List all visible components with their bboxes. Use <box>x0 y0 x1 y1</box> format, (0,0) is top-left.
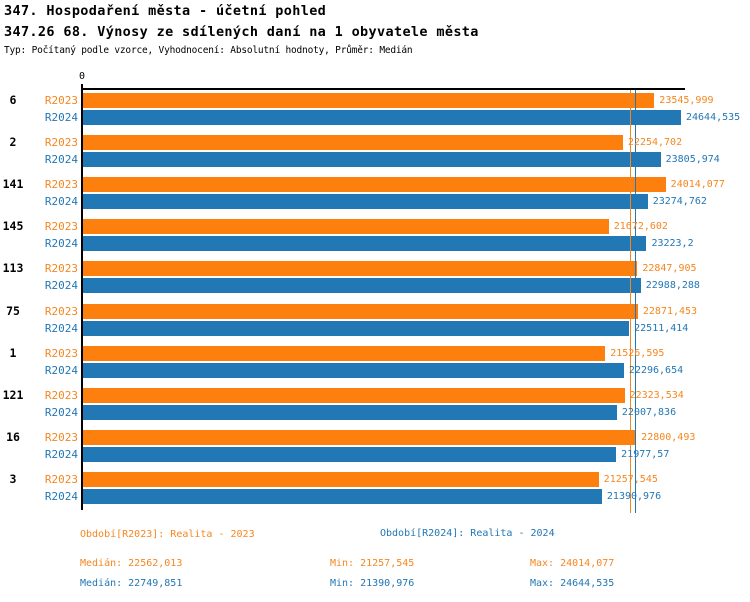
series-label-r2024: R2024 <box>44 195 78 209</box>
legend-median-r2024: Medián: 22749,851 <box>80 578 183 589</box>
bar-value-r2023: 23545,999 <box>659 95 714 106</box>
legend-period-r2024: Období[R2024]: Realita - 2024 <box>380 528 555 539</box>
series-label-r2023: R2023 <box>44 220 78 234</box>
series-label-r2023: R2023 <box>44 430 78 444</box>
category-label: 6 <box>9 93 17 107</box>
bar-value-r2024: 23805,974 <box>665 154 720 166</box>
bar-r2024 <box>83 110 681 125</box>
category-label: 121 <box>2 387 24 402</box>
category-label: 113 <box>2 261 24 276</box>
bar-r2024 <box>83 236 647 252</box>
bar-r2023 <box>83 135 623 151</box>
bar-r2024 <box>83 278 641 294</box>
median-line-r2023 <box>630 90 632 513</box>
median-line-r2024 <box>634 90 636 513</box>
bar-r2023 <box>83 93 655 108</box>
bar-value-r2024: 22007,836 <box>621 406 677 418</box>
series-label-r2023: R2023 <box>44 262 78 276</box>
bar-value-r2024: 23223,2 <box>651 238 694 250</box>
bar-r2023 <box>83 261 638 277</box>
bar-value-r2023: 22800,493 <box>641 431 696 443</box>
page-title: 347. Hospodaření města - účetní pohled <box>4 3 327 19</box>
bar-value-r2023: 22254,702 <box>627 137 683 149</box>
bar-r2024 <box>83 404 617 420</box>
bar-r2023 <box>83 177 666 193</box>
series-label-r2024: R2024 <box>44 405 78 419</box>
category-label: 1 <box>9 345 17 360</box>
chart-title: 347.26 68. Výnosy ze sdílených daní na 1… <box>4 24 479 40</box>
bar-value-r2024: 22511,414 <box>634 322 689 334</box>
bar-value-r2024: 21977,57 <box>621 448 670 460</box>
bar-r2023 <box>83 303 638 319</box>
bar-value-r2023: 22871,453 <box>642 305 698 317</box>
legend-max-r2023: Max: 24014,077 <box>530 558 615 569</box>
y-axis-line <box>81 84 83 510</box>
legend-max-r2024: Max: 24644,535 <box>530 578 615 589</box>
legend-period-r2023: Období[R2023]: Realita - 2023 <box>80 529 255 540</box>
axis-zero-label: 0 <box>78 71 86 82</box>
category-label: 16 <box>6 429 20 444</box>
legend-median-r2023: Medián: 22562,013 <box>80 558 183 569</box>
series-label-r2024: R2024 <box>44 237 78 251</box>
bar-r2024 <box>83 320 630 336</box>
bar-value-r2023: 22847,905 <box>642 263 697 275</box>
bar-r2024 <box>83 488 602 504</box>
series-label-r2023: R2023 <box>44 346 78 360</box>
bar-r2024 <box>83 446 617 462</box>
category-label: 141 <box>2 177 24 192</box>
series-label-r2023: R2023 <box>44 178 78 192</box>
series-label-r2024: R2024 <box>44 447 78 461</box>
bar-value-r2023: 21257,545 <box>603 473 658 485</box>
series-label-r2023: R2023 <box>44 94 78 107</box>
bar-r2024 <box>83 194 648 210</box>
legend-min-r2024: Min: 21390,976 <box>330 578 415 589</box>
bar-r2023 <box>83 429 637 445</box>
bar-value-r2023: 21672,602 <box>613 221 668 233</box>
bar-value-r2023: 24014,077 <box>670 179 725 191</box>
category-label: 3 <box>9 471 17 486</box>
bar-r2024 <box>83 362 624 378</box>
series-label-r2023: R2023 <box>44 136 78 150</box>
series-label-r2024: R2024 <box>44 363 78 377</box>
series-label-r2024: R2024 <box>44 111 78 124</box>
bar-value-r2024: 24644,535 <box>686 112 741 123</box>
x-axis-line <box>82 88 685 90</box>
bar-value-r2024: 22296,654 <box>628 364 684 376</box>
bar-value-r2023: 21526,595 <box>610 347 665 359</box>
bar-r2023 <box>83 471 599 487</box>
category-label: 145 <box>2 219 24 234</box>
series-label-r2023: R2023 <box>44 304 78 318</box>
series-label-r2024: R2024 <box>44 279 78 293</box>
category-label: 2 <box>9 135 17 150</box>
bar-value-r2023: 22323,534 <box>629 389 684 401</box>
bar-value-r2024: 22988,288 <box>645 280 700 292</box>
bar-r2023 <box>83 387 625 403</box>
bar-value-r2024: 21390,976 <box>606 490 662 502</box>
series-label-r2024: R2024 <box>44 321 78 335</box>
series-label-r2023: R2023 <box>44 472 78 486</box>
bar-value-r2024: 23274,762 <box>652 196 707 208</box>
series-label-r2024: R2024 <box>44 153 78 167</box>
series-label-r2023: R2023 <box>44 388 78 402</box>
legend-min-r2023: Min: 21257,545 <box>330 558 415 569</box>
chart-meta: Typ: Počítaný podle vzorce, Vyhodnocení:… <box>4 45 413 56</box>
category-label: 75 <box>6 303 20 318</box>
bar-r2023 <box>83 219 609 235</box>
bar-r2024 <box>83 152 661 168</box>
series-label-r2024: R2024 <box>44 489 78 503</box>
bar-r2023 <box>83 345 606 361</box>
